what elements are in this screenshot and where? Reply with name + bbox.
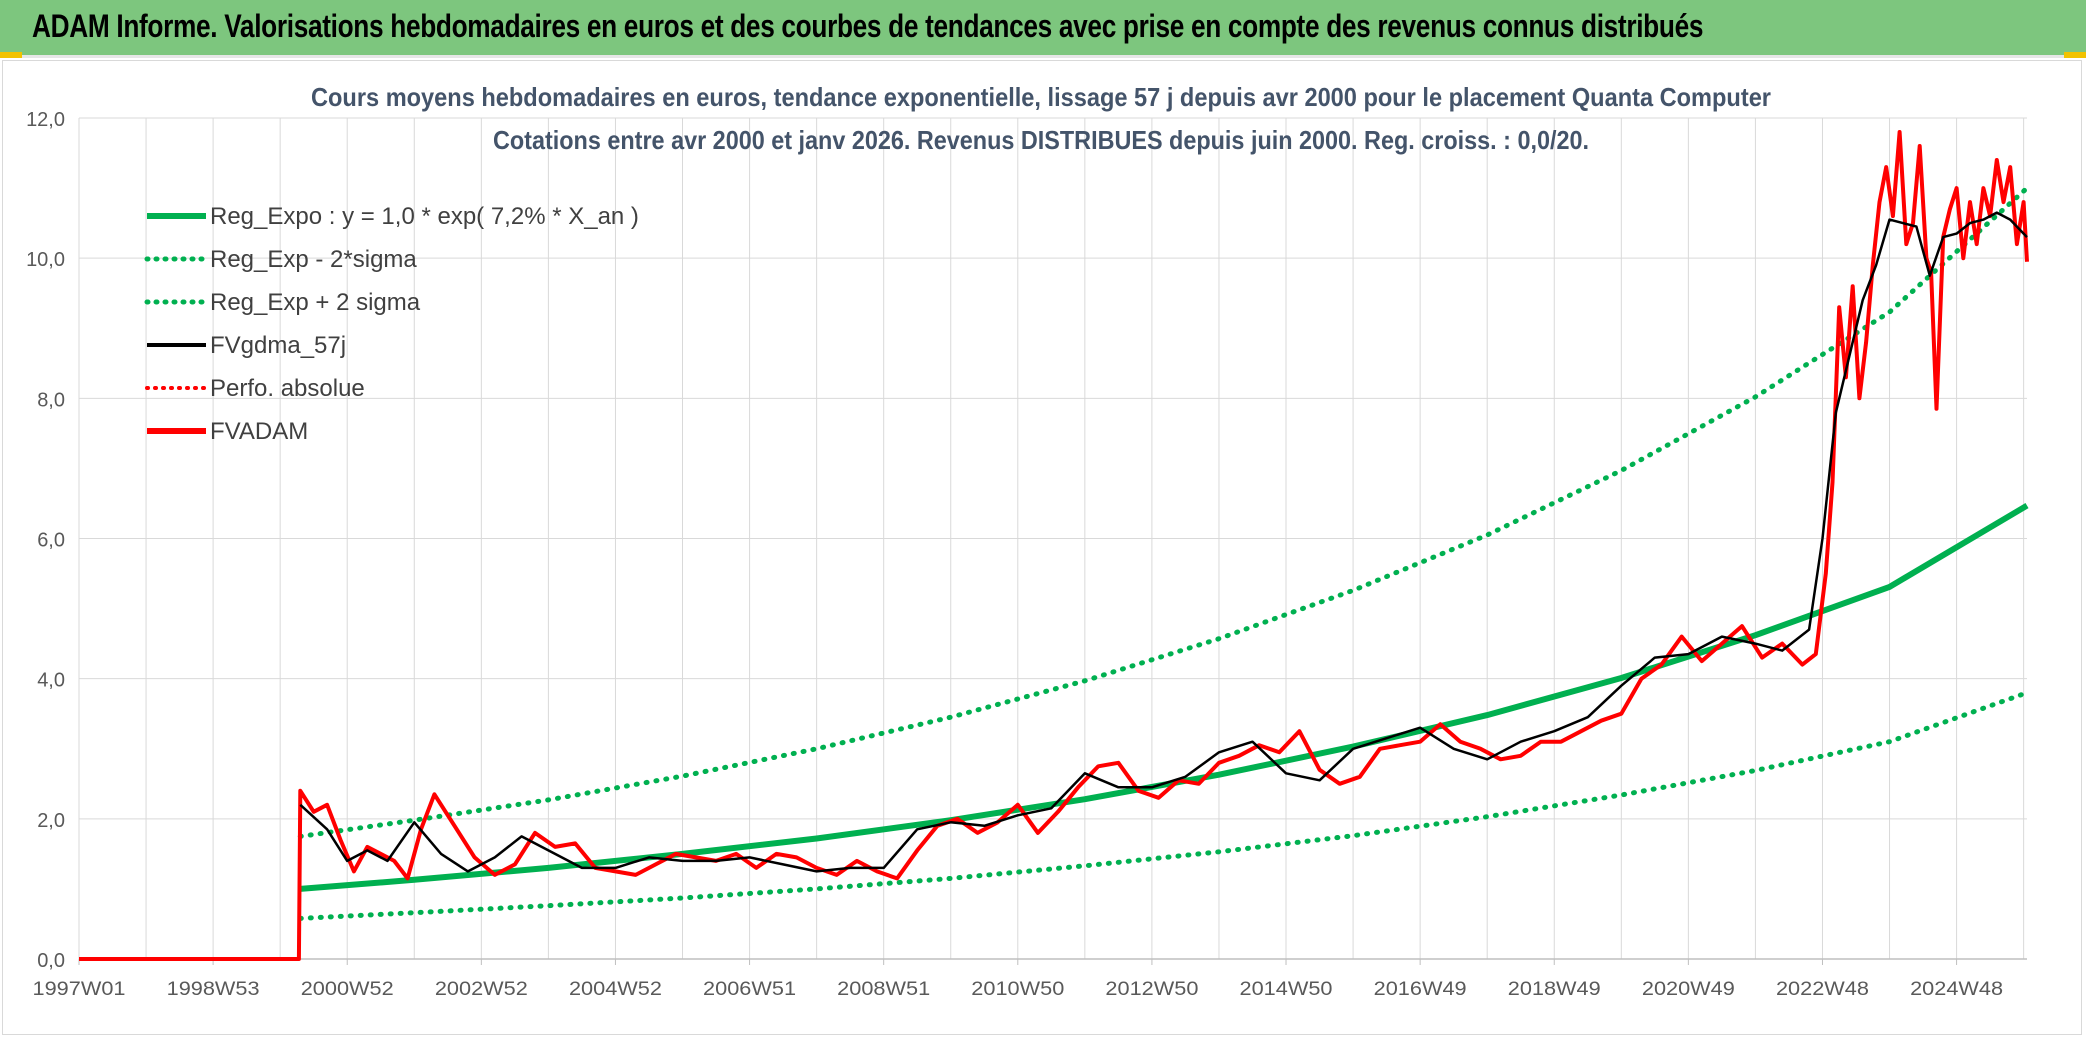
- y-tick-label: 12,0: [26, 109, 65, 131]
- x-tick-label: 2022W48: [1776, 979, 1869, 1000]
- legend-label: Reg_Expo : y = 1,0 * exp( 7,2% * X_an ): [210, 203, 639, 230]
- x-tick-label: 2024W48: [1910, 979, 2003, 1000]
- x-tick-label: 2010W50: [971, 979, 1064, 1000]
- y-tick-label: 0,0: [37, 950, 65, 972]
- series-reg-exp-minus-2sigma: [297, 690, 2030, 921]
- x-tick-label: 1997W01: [33, 979, 126, 1000]
- legend-label: Reg_Exp + 2 sigma: [210, 289, 421, 316]
- x-tick-label: 2014W50: [1240, 979, 1333, 1000]
- y-tick-label: 10,0: [26, 249, 65, 271]
- chart-title: Cours moyens hebdomadaires en euros, ten…: [311, 82, 1771, 112]
- series-reg-exp-plus-2sigma: [297, 185, 2030, 839]
- corner-mark-right: [2064, 52, 2086, 58]
- series-lines: [79, 130, 2030, 961]
- x-tick-label: 2002W52: [435, 979, 528, 1000]
- x-tick-label: 2008W51: [837, 979, 930, 1000]
- x-tick-label: 2004W52: [569, 979, 662, 1000]
- x-tick-label: 2000W52: [301, 979, 394, 1000]
- legend-label: FVADAM: [210, 418, 308, 445]
- legend-label: Perfo. absolue: [210, 375, 365, 402]
- legend-label: Reg_Exp - 2*sigma: [210, 246, 417, 273]
- report-banner: ADAM Informe. Valorisations hebdomadaire…: [0, 0, 2086, 58]
- x-tick-label: 2018W49: [1508, 979, 1601, 1000]
- series-reg-expo: [300, 503, 2029, 892]
- x-tick-label: 1998W53: [167, 979, 260, 1000]
- x-tick-label: 2012W50: [1105, 979, 1198, 1000]
- corner-mark-left: [0, 52, 22, 58]
- y-tick-label: 2,0: [37, 810, 65, 832]
- series-fvadam: [79, 130, 2029, 961]
- x-tick-label: 2006W51: [703, 979, 796, 1000]
- y-tick-label: 4,0: [37, 670, 65, 692]
- y-tick-label: 6,0: [37, 530, 65, 552]
- y-tick-label: 8,0: [37, 389, 65, 411]
- series-fvgdma-57j: [299, 211, 2028, 873]
- axes: 0,0 2,0 4,0 6,0 8,0 10,0 12,0 1997W01 1998W53 200…: [26, 109, 2027, 1000]
- legend-label: FVgdma_57j: [210, 332, 346, 359]
- chart-subtitle: Cotations entre avr 2000 et janv 2026. R…: [493, 125, 1589, 155]
- grid-lines: [79, 117, 2027, 959]
- chart-area: 0,0 2,0 4,0 6,0 8,0 10,0 12,0 1997W01 1998W53 200…: [2, 60, 2082, 1035]
- chart: 0,0 2,0 4,0 6,0 8,0 10,0 12,0 1997W01 1998W53 200…: [26, 82, 2030, 1000]
- x-tick-label: 2016W49: [1374, 979, 1467, 1000]
- report-title: ADAM Informe. Valorisations hebdomadaire…: [32, 8, 1704, 44]
- legend: Reg_Expo : y = 1,0 * exp( 7,2% * X_an ) R…: [144, 203, 639, 445]
- x-tick-label: 2020W49: [1642, 979, 1735, 1000]
